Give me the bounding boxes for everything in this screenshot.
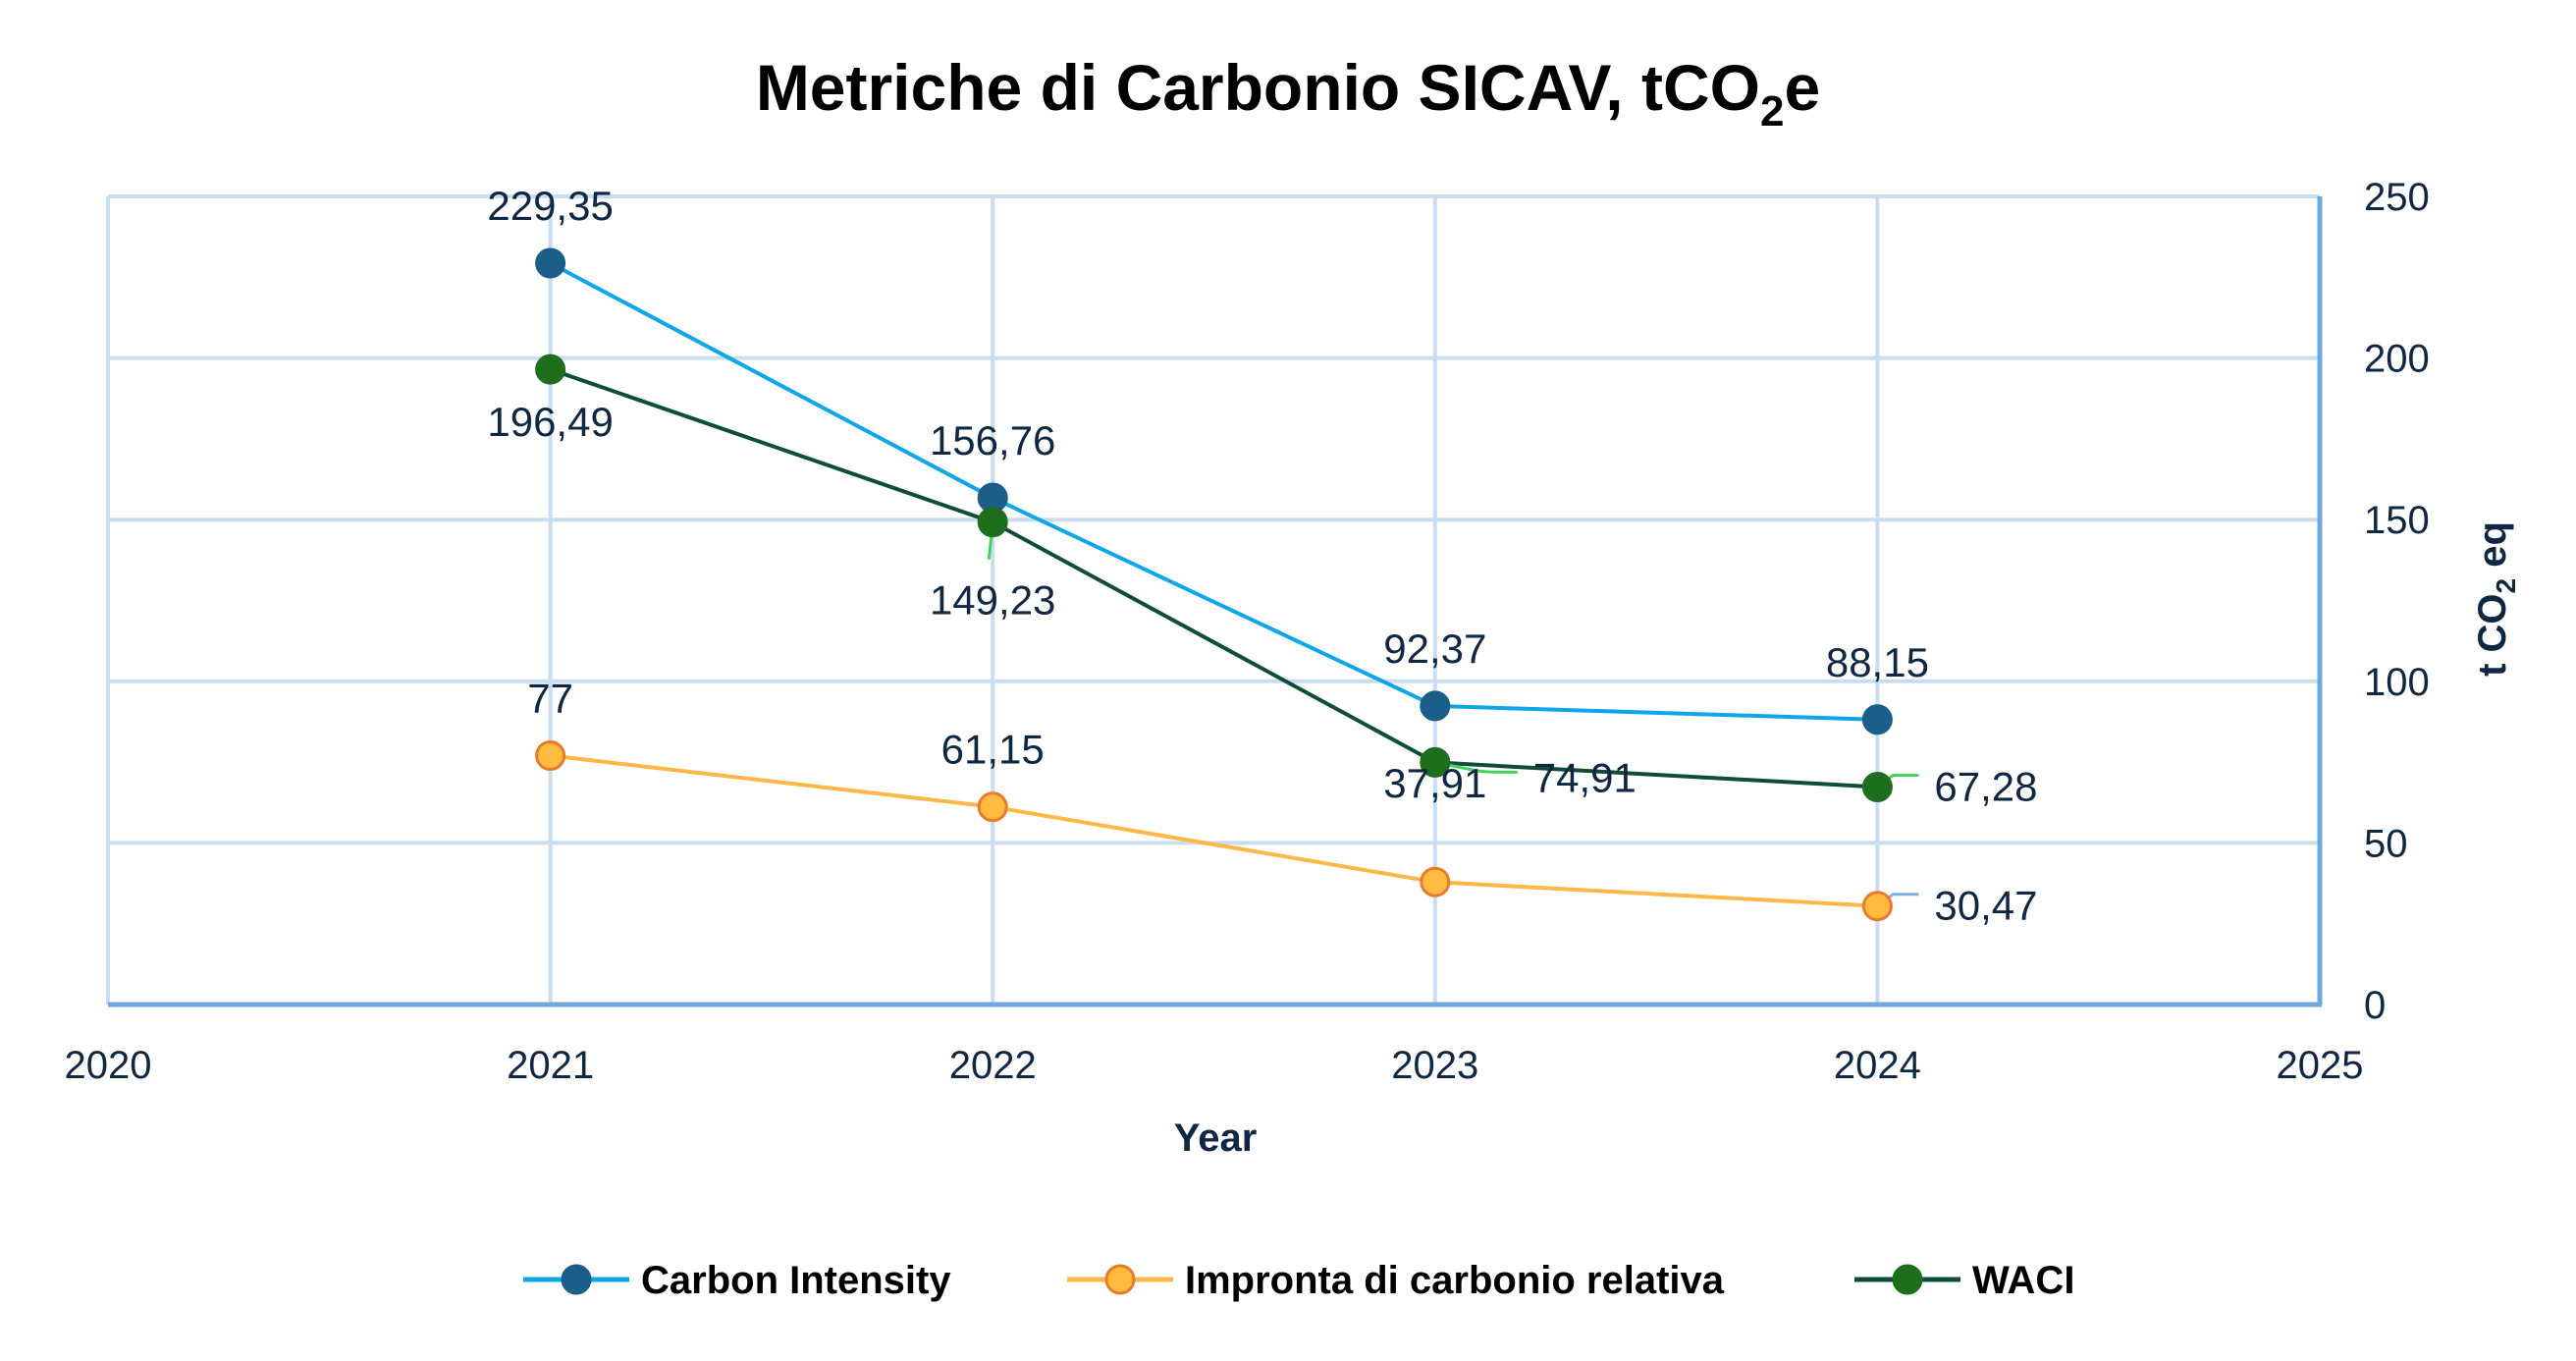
data-label-carbon-intensity: 88,15 — [1826, 639, 1929, 685]
data-label-impronta-di-carbonio-relativa: 30,47 — [1934, 883, 2037, 929]
legend-marker-icon — [1892, 1264, 1923, 1295]
x-tick-label: 2023 — [1391, 1044, 1478, 1087]
leader-line — [1434, 760, 1518, 774]
x-tick-label: 2024 — [1834, 1044, 1921, 1087]
y-tick-label: 250 — [2364, 176, 2430, 219]
legend-label: WACI — [1972, 1259, 2074, 1302]
y-tick-label: 200 — [2364, 338, 2430, 381]
x-tick-label: 2022 — [949, 1044, 1037, 1087]
data-label-waci: 67,28 — [1934, 764, 2037, 810]
x-tick-label: 2025 — [2277, 1044, 2364, 1087]
data-label-impronta-di-carbonio-relativa: 77 — [527, 676, 573, 722]
marker-impronta-di-carbonio-relativa — [977, 791, 1008, 823]
x-tick-label: 2020 — [65, 1044, 152, 1087]
data-label-impronta-di-carbonio-relativa: 37,91 — [1383, 760, 1486, 806]
svg-text:t CO2 eq: t CO2 eq — [2471, 521, 2521, 677]
y-axis-title-suffix: eq — [2471, 521, 2514, 578]
data-label-carbon-intensity: 156,76 — [930, 417, 1055, 463]
chart-title: Metriche di Carbonio SICAV, tCO2e — [756, 51, 1820, 136]
y-axis-title-subscript: 2 — [2491, 578, 2521, 594]
series-markers — [535, 247, 1893, 922]
marker-waci — [977, 507, 1008, 538]
x-tick-label: 2021 — [507, 1044, 594, 1087]
axes — [108, 196, 2323, 1007]
y-axis-title-main: t CO — [2471, 593, 2514, 676]
data-label-impronta-di-carbonio-relativa: 61,15 — [941, 727, 1045, 773]
series-line-carbon-intensity — [549, 261, 1878, 722]
legend-item-impronta-di-carbonio-relativa: Impronta di carbonio relativa — [1067, 1259, 1725, 1302]
marker-impronta-di-carbonio-relativa — [535, 740, 566, 772]
series-line-waci — [549, 367, 1878, 789]
marker-carbon-intensity — [535, 247, 566, 279]
data-label-waci: 196,49 — [487, 399, 613, 445]
legend-label: Impronta di carbonio relativa — [1185, 1259, 1725, 1302]
y-tick-label: 150 — [2364, 499, 2430, 542]
marker-waci — [535, 354, 566, 385]
series-line-impronta-di-carbonio-relativa — [550, 753, 1878, 908]
x-axis-ticks: 2020 2021 2022 2023 2024 2025 — [65, 1044, 2364, 1087]
chart-title-subscript: 2 — [1760, 87, 1784, 136]
series-lines — [549, 261, 1878, 908]
svg-text:Metriche di Carbonio SICAV, tC: Metriche di Carbonio SICAV, tCO2e — [756, 51, 1820, 136]
legend-item-waci: WACI — [1854, 1259, 2074, 1302]
marker-waci — [1420, 746, 1451, 778]
legend-label: Carbon Intensity — [641, 1259, 951, 1302]
marker-carbon-intensity — [1861, 704, 1893, 735]
legend-item-carbon-intensity: Carbon Intensity — [523, 1259, 951, 1302]
data-label-waci: 149,23 — [930, 577, 1055, 624]
chart-title-main: Metriche di Carbonio SICAV, tCO — [756, 51, 1760, 124]
data-labels: 229,35 156,76 92,37 88,15 77 61,15 37,91 30,47 1… — [487, 183, 2037, 929]
marker-impronta-di-carbonio-relativa — [1420, 866, 1451, 898]
grid — [106, 194, 2320, 1005]
y-tick-label: 0 — [2364, 984, 2386, 1027]
y-axis-ticks: 0 50 100 150 200 250 — [2364, 176, 2430, 1027]
legend: Carbon Intensity Impronta di carbonio rel… — [523, 1259, 2074, 1302]
marker-impronta-di-carbonio-relativa — [1861, 891, 1893, 922]
x-axis-title: Year — [1174, 1116, 1258, 1160]
chart-title-suffix: e — [1784, 51, 1820, 124]
marker-waci — [1861, 772, 1893, 803]
data-label-carbon-intensity: 92,37 — [1383, 626, 1486, 672]
legend-marker-icon — [1104, 1264, 1136, 1295]
data-label-carbon-intensity: 229,35 — [487, 183, 613, 229]
legend-marker-icon — [561, 1264, 592, 1295]
y-tick-label: 100 — [2364, 661, 2430, 704]
y-tick-label: 50 — [2364, 822, 2408, 865]
marker-carbon-intensity — [1420, 690, 1451, 722]
y-axis-title: t CO2 eq — [2471, 521, 2521, 677]
data-label-waci: 74,91 — [1533, 754, 1637, 800]
